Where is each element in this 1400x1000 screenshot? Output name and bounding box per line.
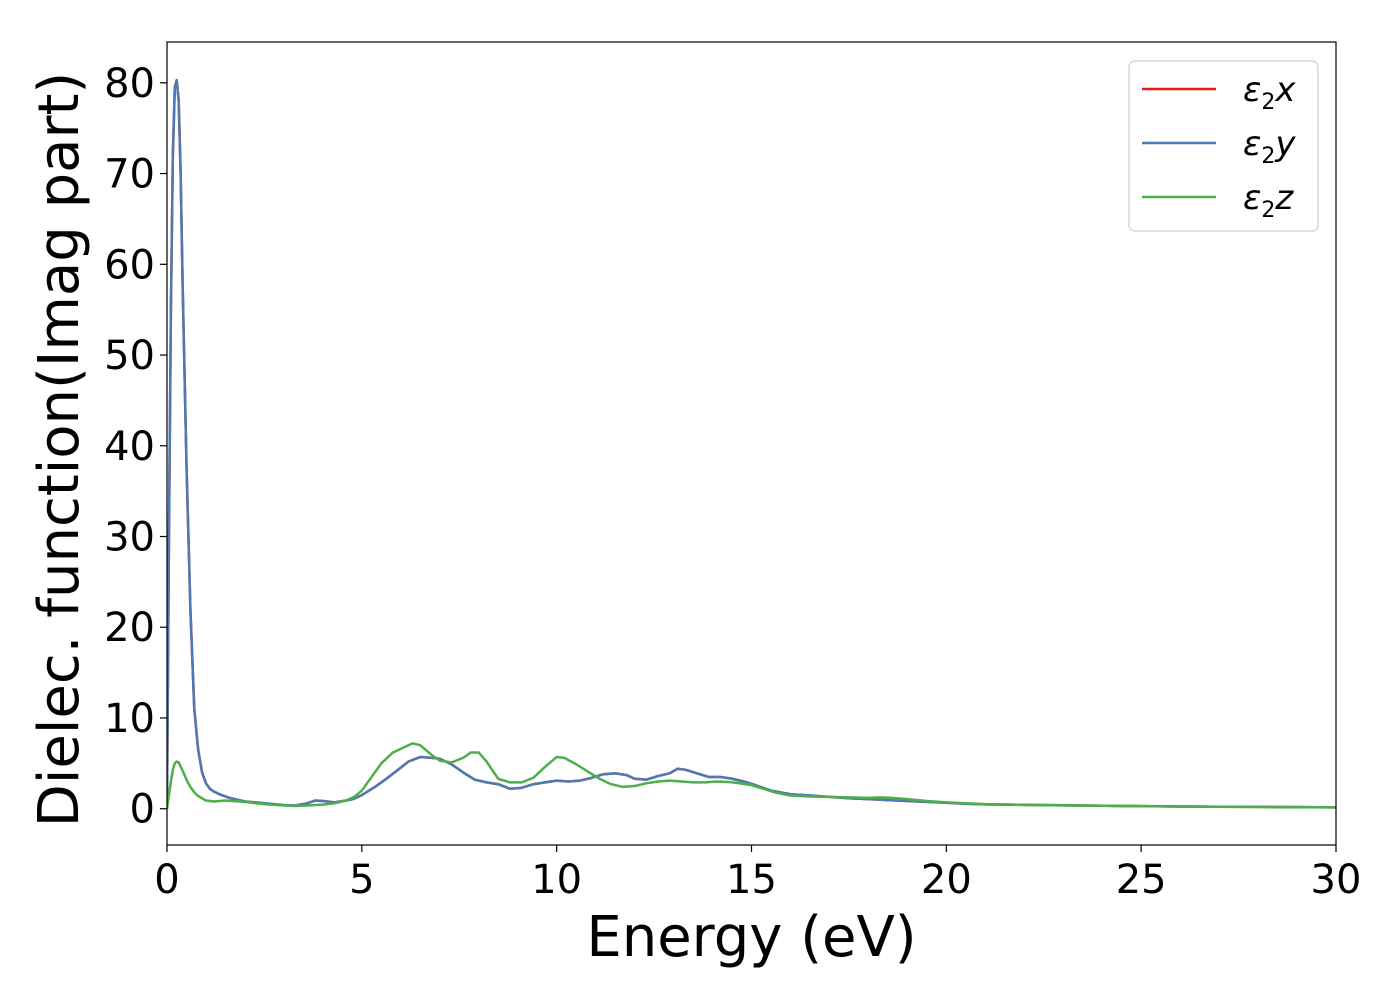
series-layer [167,78,1336,809]
series-line-y [167,78,1336,809]
legend: ε2x ε2y ε2z [1128,60,1319,232]
y-tick-label: 70 [104,152,155,198]
y-tick-label: 60 [104,242,155,288]
legend-label-y: ε2y [1243,124,1296,169]
y-tick-label: 20 [104,605,155,651]
x-tick-label: 20 [921,857,972,903]
x-axis-label: Energy (eV) [586,905,916,970]
x-tick-label: 5 [349,857,374,903]
x-tick-label: 30 [1311,857,1362,903]
legend-frame [1128,60,1319,232]
series-line-z [167,742,1336,809]
y-tick-label: 40 [104,424,155,470]
x-tick-label: 15 [726,857,777,903]
y-tick-label: 30 [104,515,155,561]
y-tick-label: 80 [104,61,155,107]
y-axis-label: Dielec. function(Imag part) [27,72,92,828]
x-tick-label: 0 [154,857,179,903]
x-tick-label: 10 [531,857,582,903]
x-axis: 0 5 10 15 20 25 30 [154,845,1361,903]
y-tick-label: 0 [130,787,155,833]
y-axis: 0 10 20 30 40 50 60 70 80 [104,61,167,833]
legend-label-z: ε2z [1243,178,1294,223]
x-tick-label: 25 [1116,857,1167,903]
legend-label-x: ε2x [1243,70,1296,115]
y-tick-label: 10 [104,696,155,742]
y-tick-label: 50 [104,333,155,379]
